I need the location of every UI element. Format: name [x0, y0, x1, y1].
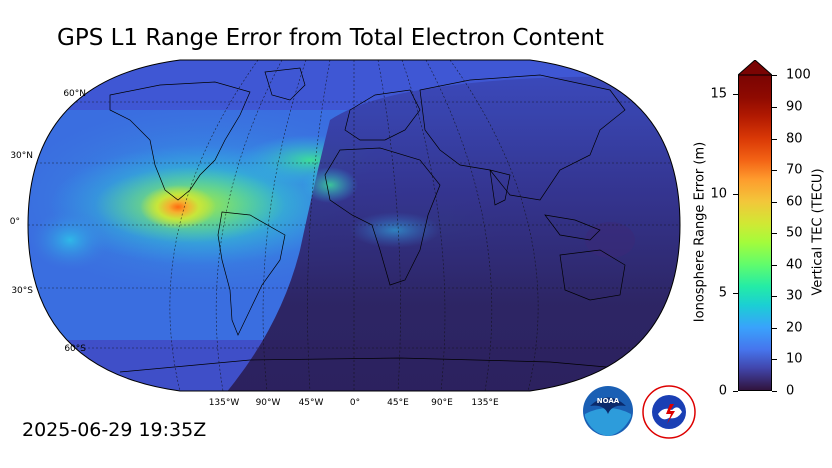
lat-label-0: 0° [9, 217, 20, 227]
tec-tick-30: 30 [786, 288, 803, 304]
tec-tick-60: 60 [786, 194, 803, 210]
tec-colorbar [738, 60, 772, 391]
lat-label-60s: 60°S [64, 344, 86, 354]
nws-logo-icon [642, 385, 696, 439]
noaa-logo-icon: NOAA [583, 386, 633, 436]
tec-tick-80: 80 [786, 131, 803, 147]
lon-label-45w: 45°W [298, 398, 324, 408]
svg-text:NOAA: NOAA [597, 397, 620, 405]
page-title: GPS L1 Range Error from Total Electron C… [57, 25, 604, 51]
timestamp: 2025-06-29 19:35Z [22, 419, 207, 441]
range-tick-0: 0 [718, 383, 727, 399]
tec-tick-50: 50 [786, 225, 803, 241]
lon-label-45e: 45°E [387, 398, 409, 408]
range-error-axis-label: Ionosphere Range Error (m) [692, 141, 708, 323]
agency-logos: NOAA [583, 385, 696, 439]
range-tick-15: 15 [710, 86, 727, 102]
lon-label-135e: 135°E [471, 398, 499, 408]
tec-tick-40: 40 [786, 257, 803, 273]
tec-axis-label: Vertical TEC (TECU) [810, 168, 826, 296]
lon-label-0: 0° [349, 398, 361, 408]
lon-label-90e: 90°E [431, 398, 453, 408]
lon-label-90w: 90°W [255, 398, 281, 408]
tec-tick-10: 10 [786, 351, 803, 367]
range-tick-10: 10 [710, 186, 727, 202]
lat-label-60n: 60°N [63, 89, 86, 99]
lat-label-30n: 30°N [10, 151, 33, 161]
tec-tick-70: 70 [786, 162, 803, 178]
range-tick-5: 5 [718, 285, 727, 301]
tec-tick-0: 0 [786, 383, 795, 399]
lon-label-135w: 135°W [208, 398, 240, 408]
tec-tick-100: 100 [786, 67, 811, 83]
tec-tick-20: 20 [786, 320, 803, 336]
lat-label-30s: 30°S [11, 286, 33, 296]
tec-tick-90: 90 [786, 99, 803, 115]
